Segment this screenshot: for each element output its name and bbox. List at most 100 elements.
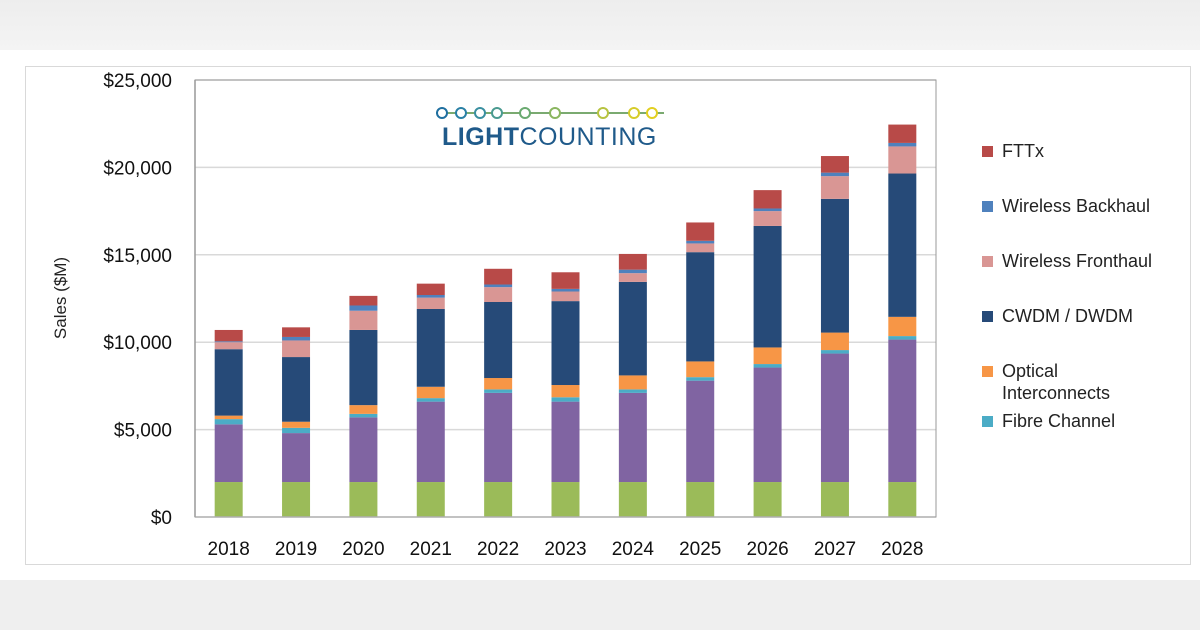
legend-label: FTTx	[1002, 141, 1044, 161]
bar-segment-cwdm-dwdm	[349, 329, 378, 406]
y-tick-label: $20,000	[103, 158, 172, 179]
bar-segment-fttx	[551, 272, 580, 289]
bar-segment-series-0	[618, 482, 647, 517]
x-tick-label: 2018	[208, 539, 250, 560]
bar-segment-series-0	[349, 482, 378, 517]
logo-node	[455, 107, 467, 119]
legend-label: Optical Interconnects	[1002, 361, 1111, 403]
legend-swatch	[982, 366, 993, 377]
y-tick-label: $0	[151, 508, 172, 529]
bar-segment-cwdm-dwdm	[282, 357, 311, 422]
bar-segment-series-1	[686, 380, 715, 483]
bar-segment-wireless-fronthaul	[820, 176, 849, 199]
bar-segment-fibre-channel	[551, 397, 580, 402]
bar-segment-wireless-backhaul	[888, 142, 917, 147]
lightcounting-logo: LIGHTCOUNTING	[436, 107, 664, 151]
bar-segment-wireless-fronthaul	[888, 146, 917, 174]
bar-segment-wireless-backhaul	[282, 336, 311, 341]
bar-segment-wireless-fronthaul	[618, 273, 647, 282]
bar-segment-series-1	[484, 392, 513, 483]
bar-segment-cwdm-dwdm	[820, 198, 849, 333]
bar-segment-optical-interconnects	[484, 378, 513, 390]
x-tick-label: 2028	[881, 539, 923, 560]
bar-segment-fibre-channel	[349, 413, 378, 418]
y-tick-label: $10,000	[103, 333, 172, 354]
bar-segment-series-1	[753, 367, 782, 483]
bar-segment-series-0	[282, 482, 311, 517]
logo-node	[519, 107, 531, 119]
bar-segment-cwdm-dwdm	[551, 301, 580, 386]
logo-node	[628, 107, 640, 119]
y-tick-label: $5,000	[114, 421, 172, 442]
bar-segment-wireless-backhaul	[551, 288, 580, 292]
bar-segment-fttx	[888, 124, 917, 143]
bar-segment-cwdm-dwdm	[686, 252, 715, 362]
bar-segment-optical-interconnects	[349, 405, 378, 414]
logo-node	[436, 107, 448, 119]
x-tick-label: 2023	[544, 539, 586, 560]
logo-text: LIGHTCOUNTING	[442, 123, 657, 151]
logo-node	[646, 107, 658, 119]
logo-node	[597, 107, 609, 119]
x-tick-label: 2027	[814, 539, 856, 560]
x-tick-label: 2021	[410, 539, 452, 560]
bar-segment-optical-interconnects	[416, 386, 445, 399]
bar-segment-series-0	[551, 482, 580, 517]
bar-segment-wireless-fronthaul	[551, 291, 580, 302]
bar-segment-cwdm-dwdm	[484, 301, 513, 379]
legend-swatch	[982, 201, 993, 212]
bar-segment-optical-interconnects	[820, 332, 849, 351]
bar-segment-wireless-fronthaul	[282, 340, 311, 358]
bar-segment-wireless-backhaul	[416, 295, 445, 298]
bar-segment-cwdm-dwdm	[753, 225, 782, 348]
legend-item: CWDM / DWDM	[978, 305, 1193, 327]
bar-segment-series-1	[820, 353, 849, 483]
bar-segment-fibre-channel	[686, 377, 715, 381]
bar-segment-series-0	[888, 482, 917, 517]
bar-segment-optical-interconnects	[686, 361, 715, 378]
x-tick-label: 2020	[342, 539, 384, 560]
bar-segment-cwdm-dwdm	[214, 349, 243, 416]
bar-segment-wireless-fronthaul	[349, 310, 378, 330]
bar-segment-series-1	[214, 424, 243, 483]
logo-node	[474, 107, 486, 119]
bar-segment-series-0	[214, 482, 243, 517]
bar-segment-series-1	[349, 417, 378, 483]
plot-area-border	[194, 79, 937, 518]
y-axis-label: Sales ($M)	[51, 257, 70, 339]
bar-segment-optical-interconnects	[753, 347, 782, 365]
bar-segment-cwdm-dwdm	[618, 281, 647, 376]
logo-node	[491, 107, 503, 119]
bar-segment-wireless-backhaul	[214, 341, 243, 343]
bar-segment-fttx	[686, 222, 715, 241]
bar-segment-fibre-channel	[888, 336, 917, 340]
legend-item: Fibre Channel	[978, 410, 1193, 432]
bar-segment-fttx	[753, 190, 782, 209]
legend-swatch	[982, 311, 993, 322]
bar-segment-fttx	[282, 327, 311, 337]
bar-segment-fibre-channel	[820, 350, 849, 354]
y-tick-label: $15,000	[103, 246, 172, 267]
legend-label: CWDM / DWDM	[1002, 306, 1133, 326]
x-tick-label: 2022	[477, 539, 519, 560]
bar-segment-series-1	[416, 401, 445, 483]
bar-segment-wireless-fronthaul	[753, 211, 782, 226]
legend-item: Wireless Fronthaul	[978, 250, 1193, 272]
legend-swatch	[982, 256, 993, 267]
legend-label: Wireless Fronthaul	[1002, 251, 1153, 271]
bar-segment-optical-interconnects	[888, 316, 917, 337]
bar-segment-optical-interconnects	[282, 421, 311, 428]
bar-segment-fibre-channel	[753, 364, 782, 368]
bar-segment-series-0	[484, 482, 513, 517]
x-tick-label: 2026	[746, 539, 788, 560]
bar-segment-fttx	[349, 295, 378, 306]
bar-segment-fibre-channel	[416, 398, 445, 402]
bar-segment-series-0	[820, 482, 849, 517]
x-tick-label: 2024	[612, 539, 655, 560]
bar-segment-fttx	[484, 268, 513, 285]
bar-segment-fibre-channel	[282, 427, 311, 434]
bar-segment-series-1	[551, 401, 580, 483]
legend-item: FTTx	[978, 140, 1193, 162]
bar-segment-series-0	[753, 482, 782, 517]
